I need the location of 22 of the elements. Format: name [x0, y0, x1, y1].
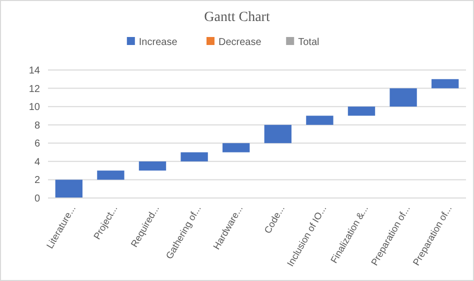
- legend-label: Increase: [138, 37, 178, 48]
- bar: [264, 124, 292, 144]
- bar: [390, 88, 417, 107]
- bar: [97, 170, 124, 180]
- bar: [306, 116, 334, 125]
- y-tick-label: 6: [34, 138, 40, 150]
- y-tick-label: 2: [34, 175, 40, 186]
- legend-label: Total: [298, 37, 320, 48]
- y-tick-label: 14: [28, 66, 40, 76]
- bar: [138, 161, 166, 171]
- y-tick-label: 8: [34, 120, 40, 132]
- y-tick-label: 4: [34, 156, 40, 168]
- legend-label: Decrease: [218, 37, 262, 48]
- y-tick-label: 0: [34, 194, 40, 204]
- y-tick-label: 12: [28, 84, 40, 95]
- bar: [432, 79, 459, 88]
- bar: [180, 152, 208, 162]
- bar: [55, 180, 82, 198]
- bar: [222, 143, 250, 152]
- y-tick-label: 10: [28, 102, 40, 114]
- chart-title: Gantt Chart: [204, 10, 270, 25]
- bar: [348, 106, 376, 116]
